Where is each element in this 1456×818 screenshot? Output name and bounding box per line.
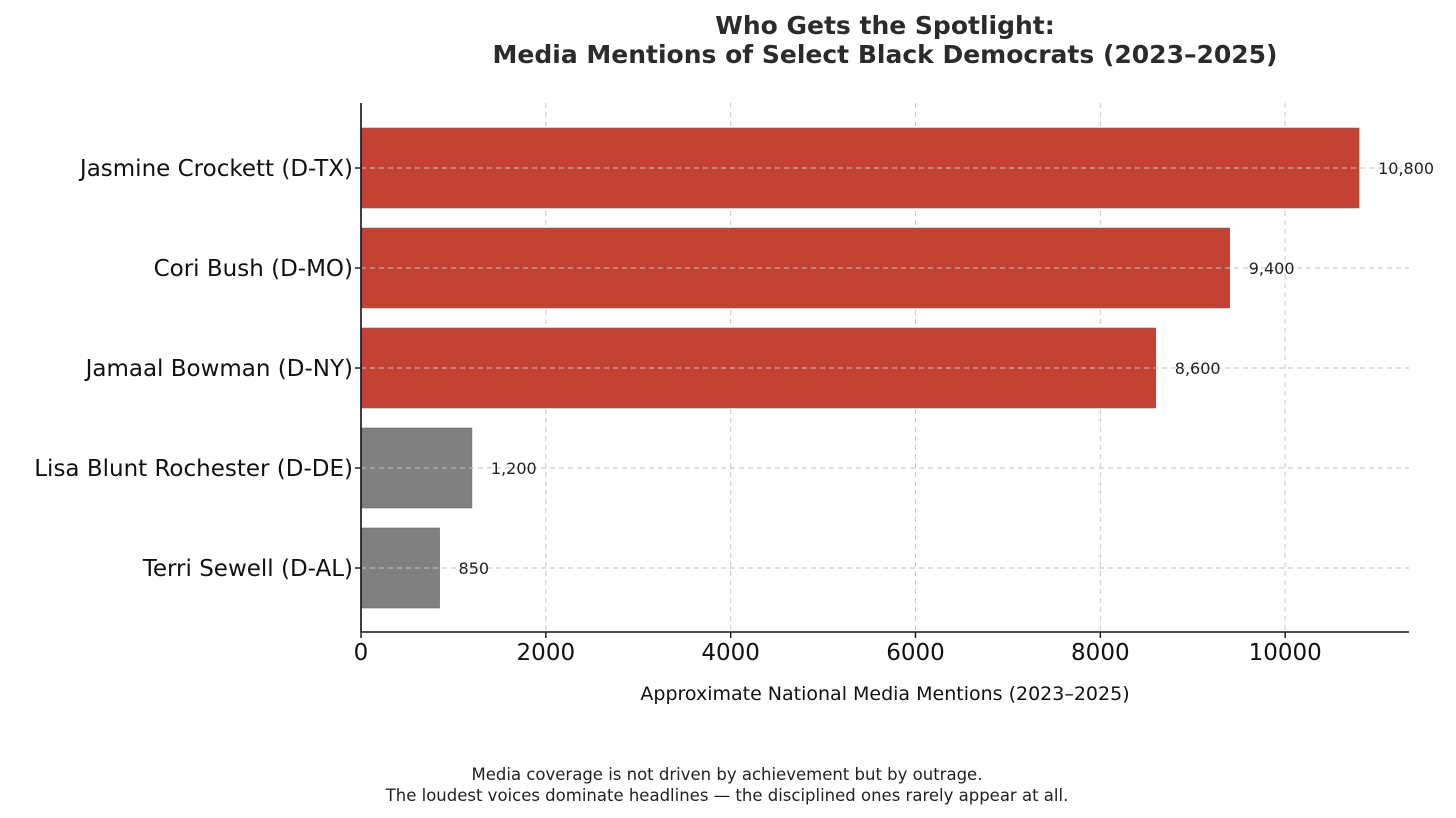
- category-label: Jamaal Bowman (D-NY): [84, 356, 353, 382]
- category-label: Terri Sewell (D-AL): [142, 556, 353, 582]
- category-label: Cori Bush (D-MO): [154, 256, 353, 282]
- x-tick-label: 6000: [886, 640, 945, 666]
- caption-line-2: The loudest voices dominate headlines — …: [385, 786, 1069, 805]
- value-label: 9,400: [1249, 259, 1295, 278]
- value-label: 8,600: [1175, 359, 1221, 378]
- value-label: 850: [459, 559, 490, 578]
- value-label: 1,200: [491, 459, 537, 478]
- category-label: Jasmine Crockett (D-TX): [78, 156, 353, 182]
- value-label: 10,800: [1378, 159, 1434, 178]
- chart-title-line-2: Media Mentions of Select Black Democrats…: [493, 40, 1278, 69]
- x-tick-label: 8000: [1071, 640, 1130, 666]
- labels: 0 2000 4000 6000 8000 10000 Jasmine Crockett (…: [34, 156, 1434, 666]
- x-tick-label: 0: [354, 640, 369, 666]
- chart-title-line-1: Who Gets the Spotlight:: [715, 11, 1054, 40]
- caption-line-1: Media coverage is not driven by achievem…: [472, 765, 983, 784]
- x-axis-title: Approximate National Media Mentions (202…: [640, 683, 1129, 705]
- x-tick-label: 2000: [517, 640, 576, 666]
- x-tick-label: 4000: [701, 640, 760, 666]
- category-gridlines: [361, 167, 1409, 569]
- x-tick-label: 10000: [1249, 640, 1322, 666]
- category-label: Lisa Blunt Rochester (D-DE): [34, 456, 353, 482]
